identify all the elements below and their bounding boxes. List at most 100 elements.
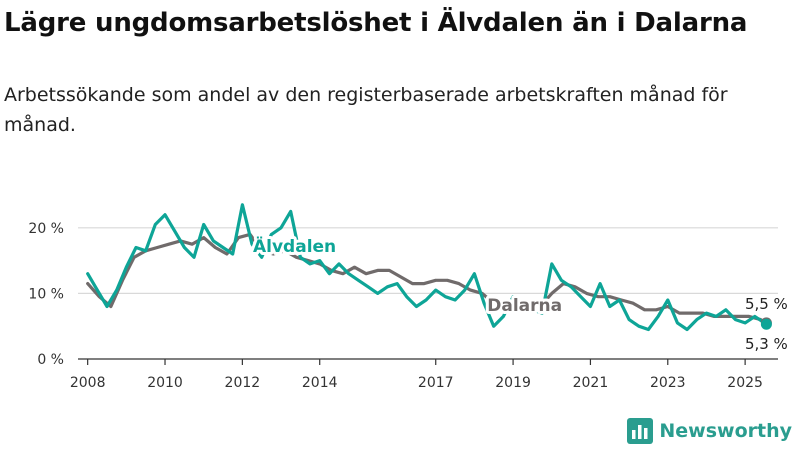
data-point [367,286,369,288]
data-point [435,289,437,291]
data-point [319,260,321,262]
data-point [272,253,274,255]
data-point [574,286,576,288]
data-point [348,273,350,275]
data-point [748,315,750,317]
data-point [725,309,727,311]
data-point [425,299,427,301]
x-tick-label: 2025 [727,375,763,391]
data-point [145,250,147,252]
data-point [415,305,417,308]
data-point [483,302,485,304]
x-tick-label: 2010 [147,375,183,391]
data-point [454,299,456,301]
data-point [406,296,408,298]
grid-lines: 0 % 10 % 20 % [28,221,778,368]
data-point [464,289,466,291]
data-point [299,256,301,258]
series-label-alvdalen: Älvdalen [253,235,336,257]
data-point [174,230,176,232]
data-point [504,302,506,304]
series-line-alvdalen [86,203,768,332]
data-point [599,283,601,285]
data-point [183,246,185,249]
data-point [458,283,460,285]
series-label-dalarna-halo: Dalarna [487,296,562,316]
data-point [512,296,514,298]
data-point [133,256,135,258]
data-point [284,250,286,252]
data-point [638,325,640,327]
data-point [125,266,127,268]
data-point [551,263,553,265]
data-point [423,283,425,285]
x-tick-label: 2019 [495,375,531,391]
x-tick-label: 2012 [225,375,261,391]
data-point [686,328,688,331]
data-point [164,214,166,216]
data-point [342,273,344,275]
data-point [589,305,592,308]
data-point [473,273,475,275]
series-line-dalarna [86,232,768,325]
data-point [705,312,708,314]
data-point [586,292,588,294]
data-point [135,246,137,249]
data-point [690,312,692,314]
data-point [110,305,112,308]
data-point [87,273,89,275]
data-point [203,223,205,226]
data-point [644,309,646,311]
data-point [261,250,263,252]
data-point [531,309,534,311]
data-point [328,273,330,275]
data-point [522,302,524,304]
data-point [667,299,669,301]
x-tick-label: 2023 [650,375,686,391]
data-point [386,286,388,288]
data-point [388,269,390,271]
data-point [400,276,402,278]
data-point [493,325,495,327]
data-point [655,309,657,311]
y-tick-label: 0 % [37,352,64,368]
data-point [541,312,543,314]
alvdalen-end-label: 5,3 % [745,335,788,353]
data-point [377,269,379,271]
data-point [411,283,414,285]
brand-name: Newsworthy [659,420,792,442]
data-point [280,227,282,229]
data-point [237,237,240,239]
data-point [106,305,108,308]
bar-chart-icon [627,418,654,444]
data-point [516,302,518,304]
data-point [570,286,572,288]
data-point [435,279,437,281]
data-point [214,246,216,249]
data-point [696,319,698,321]
data-point [628,319,630,321]
data-point [444,296,446,298]
data-point [469,289,472,291]
x-tick-label: 2014 [302,375,338,391]
data-point [156,246,158,249]
data-point [744,322,746,324]
data-point [580,296,582,298]
series-label-alvdalen-halo: Älvdalen [253,235,336,257]
data-point [96,289,98,291]
data-point [232,253,234,255]
data-point [560,279,563,281]
series-label-dalarna: Dalarna [487,296,562,316]
data-point [270,233,272,235]
data-point [539,305,541,308]
data-point [261,256,263,258]
data-point [203,237,205,239]
y-tick-label: 20 % [28,221,64,237]
data-point [609,296,611,298]
data-point [87,283,89,285]
data-point [502,315,504,317]
data-point [446,279,448,281]
data-point [353,266,356,268]
